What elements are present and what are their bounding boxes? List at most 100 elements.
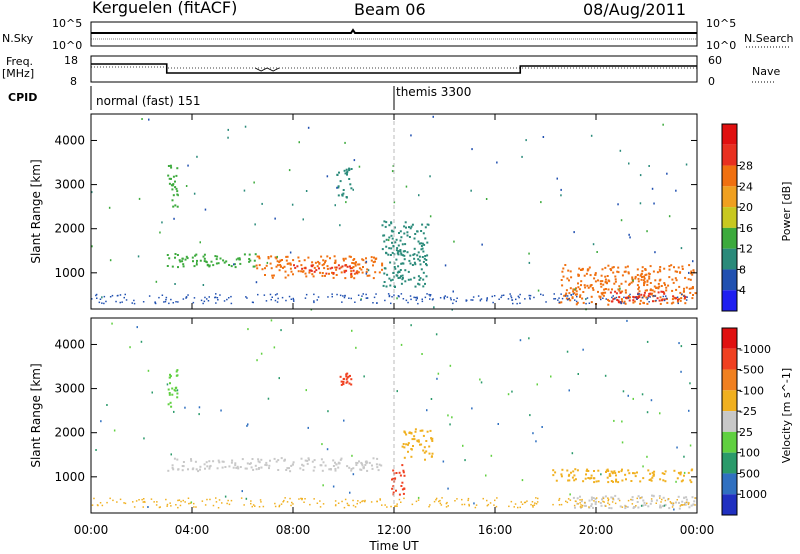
velocity-noise <box>95 319 692 511</box>
velocity-region-0-cell <box>208 467 211 470</box>
velocity-region-0-cell <box>338 462 341 465</box>
power-region-3-cell <box>167 165 170 167</box>
velocity-region-0-cell <box>277 469 280 471</box>
velocity-noise-dot <box>435 333 438 336</box>
power-y-tick-label: 3000 <box>54 178 85 192</box>
power-region-6-cell <box>670 302 673 305</box>
power-ground-dot <box>344 295 346 297</box>
power-region-0-cell <box>248 258 251 260</box>
power-ground-dot <box>470 299 472 301</box>
velocity-region-5-cell <box>639 480 642 483</box>
velocity-noise-dot <box>436 377 438 380</box>
velocity-region-1-cell <box>169 401 172 404</box>
velocity-ground-dot <box>228 503 231 506</box>
velocity-region-4-cell <box>407 442 410 445</box>
velocity-ground-dot <box>347 504 349 506</box>
nsky-right-tick-top: 10^5 <box>706 17 737 30</box>
power-noise <box>91 115 694 311</box>
velocity-region-0-cell <box>255 468 258 471</box>
power-region-1-cell <box>333 262 336 264</box>
power-region-5-cell <box>425 259 428 261</box>
velocity-region-0-cell <box>292 461 295 464</box>
power-region-1-cell <box>372 277 375 280</box>
power-region-6-cell <box>684 276 687 279</box>
power-ground-dot <box>343 296 346 299</box>
velocity-region-6-cell <box>647 505 650 508</box>
velocity-noise-dot <box>343 419 345 422</box>
velocity-ground-dot <box>177 506 179 509</box>
power-region-5-cell <box>381 248 384 251</box>
power-region-3-cell <box>174 180 176 183</box>
velocity-region-6-cell <box>659 504 662 507</box>
power-colorbar-swatch <box>722 144 737 166</box>
velocity-region-0-cell <box>359 468 362 471</box>
power-region-5-cell <box>418 242 421 245</box>
velocity-region-6-cell <box>652 495 655 498</box>
velocity-ground-dot <box>661 498 663 501</box>
velocity-noise-dot <box>650 399 653 402</box>
power-region-7-cell <box>633 296 635 299</box>
velocity-region-5-cell <box>632 472 634 475</box>
power-region-1-cell <box>286 255 289 258</box>
power-ground-dot <box>533 296 535 299</box>
velocity-region-1-cell <box>173 389 176 392</box>
velocity-region-5-cell <box>691 468 694 471</box>
velocity-region-5-cell <box>624 473 627 476</box>
power-region-5-cell <box>391 251 394 254</box>
power-region-5-cell <box>382 234 385 237</box>
power-ground-dot <box>193 297 196 299</box>
power-region-6-cell <box>620 298 623 301</box>
power-region-2-cell <box>331 266 334 269</box>
velocity-region-0-cell <box>324 464 327 467</box>
power-region-1-cell <box>360 268 363 271</box>
power-region-6-cell <box>646 283 649 286</box>
power-region-1-cell <box>276 260 279 263</box>
velocity-region-6-cell <box>631 498 634 501</box>
velocity-y-tick-label: 2000 <box>54 426 85 440</box>
power-region-5-cell <box>385 238 388 241</box>
velocity-ground-dot <box>579 506 582 508</box>
power-ground-dot <box>245 296 247 298</box>
power-region-6-cell <box>638 294 641 297</box>
velocity-region-0-cell <box>322 461 325 464</box>
power-region-2-cell <box>350 272 353 275</box>
velocity-noise-dot <box>689 444 692 447</box>
velocity-ground-dot <box>446 501 448 504</box>
power-region-6-cell <box>643 295 646 298</box>
power-region-1-cell <box>313 266 316 269</box>
velocity-ground-dot <box>608 503 611 506</box>
power-region-5-cell <box>398 232 400 234</box>
power-region-6-cell <box>623 300 626 303</box>
velocity-region-0-cell <box>360 462 363 465</box>
power-region-0-cell <box>168 257 171 260</box>
power-ground-dot <box>429 298 431 300</box>
velocity-ground-dot <box>354 506 357 508</box>
power-region-6-cell <box>585 272 588 275</box>
power-region-5-cell <box>422 271 425 274</box>
velocity-ground-dot <box>291 501 293 504</box>
power-region-1-cell <box>374 260 376 263</box>
power-region-6-cell <box>602 291 605 294</box>
power-region-6-cell <box>638 286 640 289</box>
power-ground-dot <box>274 294 277 296</box>
power-region-6-cell <box>632 301 635 304</box>
power-region-2-cell <box>337 264 340 267</box>
velocity-region-5-cell <box>633 472 636 475</box>
power-region-0-cell <box>203 253 206 256</box>
velocity-ground-dot <box>486 504 489 507</box>
velocity-ground-dot <box>166 503 169 506</box>
power-ground-dot <box>105 300 107 303</box>
velocity-ground-dot <box>362 500 364 502</box>
power-region-1-cell <box>284 276 287 279</box>
power-region-6-cell <box>579 294 582 297</box>
nsky-trace <box>91 28 697 34</box>
power-region-5-cell <box>401 274 404 277</box>
velocity-ground-dot <box>91 504 94 506</box>
power-noise-dot <box>352 188 354 191</box>
velocity-ground-dot <box>230 499 233 502</box>
power-region-6-cell <box>668 276 671 279</box>
power-noise-dot <box>291 203 294 206</box>
power-ground-dot <box>424 296 427 299</box>
power-region-3-cell <box>170 177 172 180</box>
